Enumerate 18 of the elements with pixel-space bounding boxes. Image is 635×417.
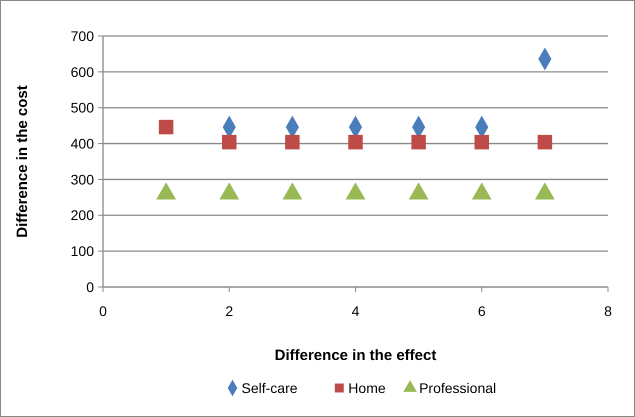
y-tick-label: 0 (86, 278, 94, 295)
y-tick-label: 100 (70, 243, 94, 260)
x-axis-title: Difference in the effect (274, 347, 436, 364)
legend-label: Home (348, 380, 386, 396)
legend-label: Self-care (242, 380, 298, 396)
x-tick-label: 2 (225, 303, 234, 319)
x-tick-label: 4 (352, 303, 360, 319)
y-tick-label: 700 (70, 28, 94, 44)
y-tick-label: 500 (70, 100, 94, 116)
y-tick-label: 400 (70, 135, 94, 152)
y-tick-label: 600 (70, 64, 94, 80)
x-tick-label: 6 (478, 303, 486, 319)
x-tick-label: 0 (99, 303, 108, 319)
x-tick-label: 8 (604, 303, 612, 319)
y-tick-label: 200 (70, 207, 94, 224)
y-tick-label: 300 (70, 171, 94, 188)
y-axis-title: Difference in the cost (14, 85, 31, 238)
legend-label: Professional (419, 380, 496, 396)
